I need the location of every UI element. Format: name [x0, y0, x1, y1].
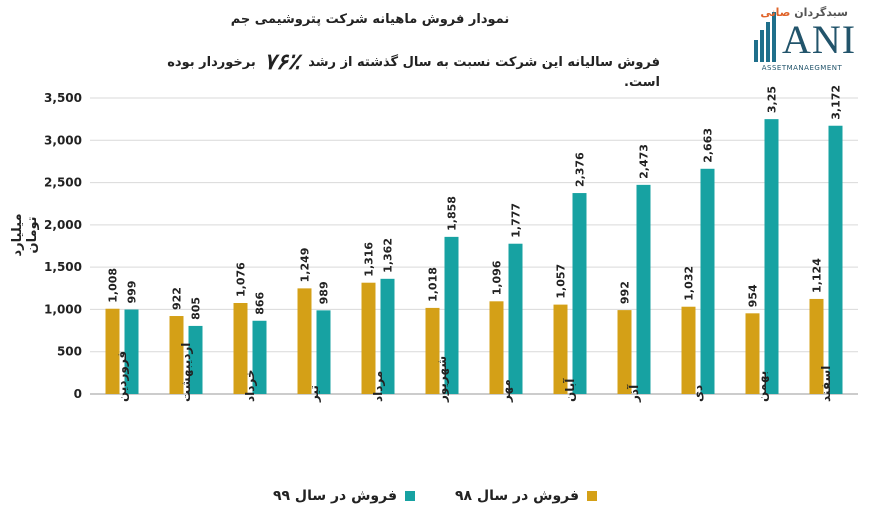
x-tick-label: آبان	[562, 378, 577, 402]
bar-98	[681, 306, 696, 394]
chart-legend: فروش در سال ۹۸ فروش در سال ۹۹	[0, 483, 870, 509]
subtitle-after: برخوردار بوده است.	[167, 55, 660, 90]
y-tick-label: 1,000	[44, 302, 82, 316]
bar-99	[380, 278, 395, 394]
chart-title: نمودار فروش ماهیانه شرکت پتروشیمی جم	[230, 12, 510, 27]
data-label: 1,777	[510, 203, 523, 238]
legend-item-98: فروش در سال ۹۸	[455, 483, 598, 509]
data-label: 1,249	[299, 248, 312, 283]
logo-tagline: ASSETMANAEGMENT	[761, 64, 843, 72]
data-label: 1,057	[555, 264, 568, 299]
y-tick-label: 2,500	[44, 176, 82, 190]
x-tick-label: اردیبهشت	[179, 343, 193, 402]
x-tick-label: تیر	[307, 385, 321, 403]
bar-99	[316, 310, 331, 394]
bar-98	[233, 303, 248, 394]
data-label: 805	[190, 297, 203, 320]
growth-value: ٪۷۶	[264, 50, 300, 75]
x-tick-label: آذر	[626, 384, 641, 403]
data-label: 954	[747, 284, 760, 307]
data-label: 999	[126, 281, 139, 304]
bar-98	[105, 308, 120, 394]
x-tick-label: مرداد	[371, 371, 385, 402]
x-tick-label: مهر	[499, 379, 513, 403]
legend-label-98: فروش در سال ۹۸	[455, 488, 580, 504]
y-tick-label: 500	[57, 345, 82, 359]
data-label: 1,008	[107, 268, 120, 303]
bar-99	[508, 243, 523, 394]
data-label: 992	[619, 281, 632, 304]
bar-98	[489, 301, 504, 394]
data-label: 922	[171, 287, 184, 310]
bar-99	[252, 320, 267, 394]
bar-98	[809, 298, 824, 394]
chart-subtitle: فروش سالیانه این شرکت نسبت به سال گذشته …	[130, 50, 660, 90]
bar-98	[553, 304, 568, 394]
bar-99	[188, 325, 203, 394]
x-tick-label: اسفند	[819, 366, 833, 402]
bar-99	[572, 193, 587, 394]
data-label: 1,018	[427, 267, 440, 302]
bar-chart: 0 500 1,000 1,500 2,000 2,500 3,000 3,500 1,008 9…	[44, 85, 858, 403]
data-label: 989	[318, 281, 331, 304]
data-label: 2,663	[702, 128, 715, 163]
company-logo: سبدگردان صانی ANI ASSETMANAEGMENT	[752, 6, 855, 78]
logo-brand: سبدگردان صانی	[760, 6, 848, 19]
bar-98	[361, 282, 376, 394]
data-label: 3,172	[830, 85, 843, 120]
bar-99	[636, 184, 651, 394]
y-tick-label: 1,500	[44, 260, 82, 274]
x-tick-label: خرداد	[243, 369, 257, 402]
legend-swatch-98	[587, 491, 598, 501]
data-label: 866	[254, 291, 267, 314]
data-label: 2,376	[574, 152, 587, 187]
bar-98	[425, 307, 440, 394]
logo-brand-main: سبدگردان	[794, 6, 848, 19]
bar-99	[828, 125, 843, 394]
bar-99	[700, 168, 715, 394]
logo-mark: ANI	[782, 17, 857, 62]
data-label: 2,473	[638, 144, 651, 179]
x-tick-label: بهمن	[755, 371, 769, 402]
data-label: 1,096	[491, 260, 504, 295]
y-tick-label: 3,000	[44, 133, 82, 147]
data-label: 1,316	[363, 242, 376, 277]
data-label: 1,858	[446, 196, 459, 231]
logo-bars-icon	[754, 12, 782, 62]
bar-99	[444, 236, 459, 394]
y-tick-label: 0	[74, 387, 82, 401]
data-label: 3,25	[766, 86, 779, 113]
data-label: 1,124	[811, 258, 824, 293]
bar-98	[617, 310, 632, 394]
y-tick-label: 2,000	[44, 218, 82, 232]
logo-brand-accent: صانی	[760, 6, 791, 19]
x-tick-label: شهریور	[435, 356, 450, 403]
data-label: 1,076	[235, 262, 248, 297]
subtitle-before: فروش سالیانه این شرکت نسبت به سال گذشته …	[308, 55, 660, 70]
bar-98	[297, 288, 312, 394]
legend-swatch-99	[405, 491, 415, 501]
bar-98	[169, 316, 184, 394]
data-label: 1,032	[683, 266, 696, 301]
y-tick-label: 3,500	[44, 91, 82, 105]
legend-item-99: فروش در سال ۹۹	[273, 483, 415, 509]
bar-98	[745, 313, 760, 394]
x-tick-label: دی	[691, 385, 705, 402]
data-label: 1,362	[382, 238, 395, 273]
x-tick-label: فروردین	[115, 351, 130, 402]
bar-99	[124, 309, 139, 394]
legend-label-99: فروش در سال ۹۹	[272, 488, 397, 504]
bar-99	[764, 119, 779, 395]
